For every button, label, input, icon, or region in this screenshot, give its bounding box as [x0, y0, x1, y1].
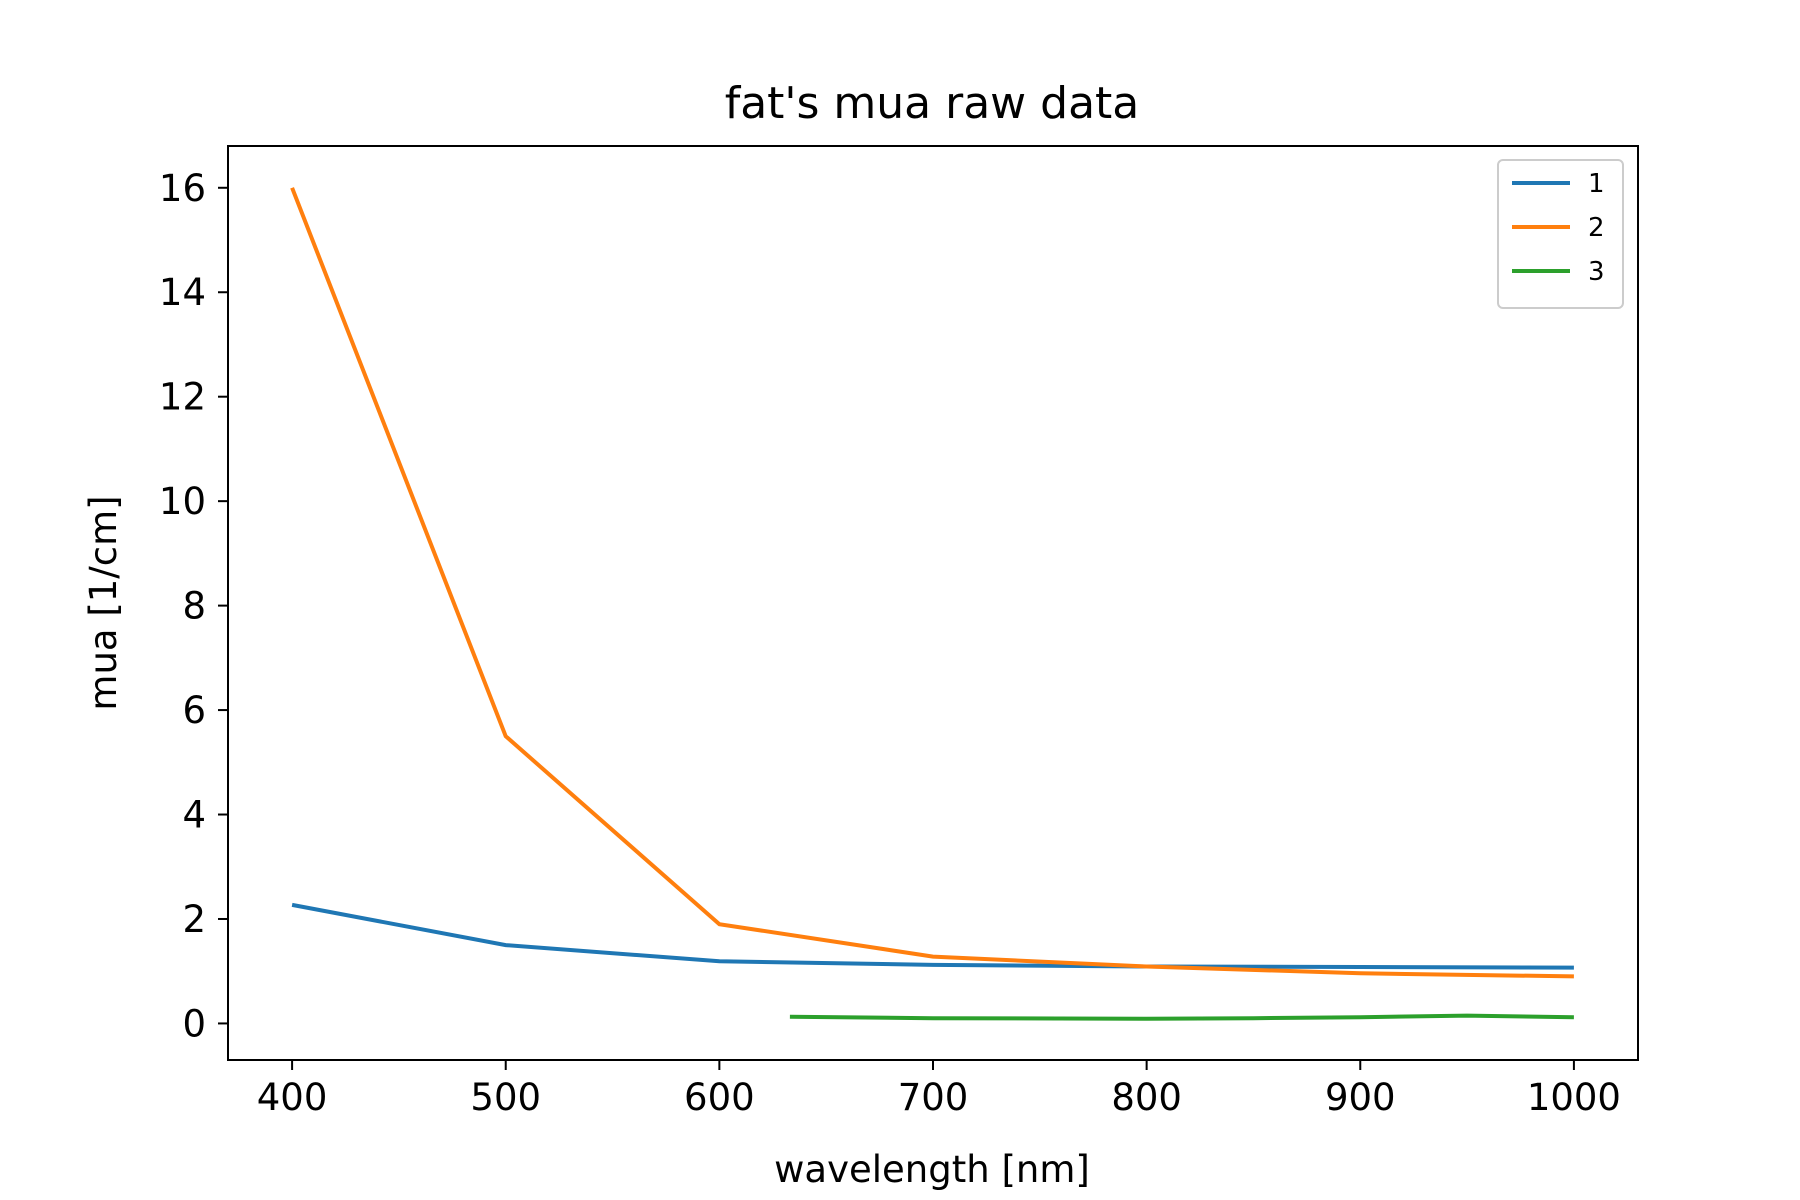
y-tick-label: 6: [182, 689, 206, 732]
chart-title: fat's mua raw data: [725, 78, 1140, 129]
x-tick-label: 900: [1325, 1076, 1396, 1119]
legend-label-1: 1: [1588, 169, 1605, 199]
x-axis-label: wavelength [nm]: [774, 1148, 1090, 1191]
y-tick-label: 16: [159, 167, 206, 210]
y-axis: 0 2 4 6 8 10 12 14 16: [159, 167, 228, 1045]
series-line-3: [789, 1013, 1574, 1021]
x-tick-label: 400: [257, 1076, 328, 1119]
x-tick-label: 500: [470, 1076, 541, 1119]
y-tick-label: 10: [159, 480, 206, 523]
y-tick-label: 14: [159, 271, 206, 314]
legend-label-2: 2: [1588, 213, 1605, 243]
x-tick-label: 1000: [1527, 1076, 1621, 1119]
series-line-1: [291, 902, 1574, 970]
y-axis-label: mua [1/cm]: [82, 495, 125, 710]
x-tick-label: 700: [898, 1076, 969, 1119]
y-tick-label: 12: [159, 376, 206, 419]
legend-label-3: 3: [1588, 257, 1605, 287]
series-line-2: [290, 187, 1574, 979]
x-axis: 400 500 600 700 800 900 1000: [257, 1060, 1621, 1119]
legend: 1 2 3: [1497, 159, 1624, 309]
x-tick-label: 600: [684, 1076, 755, 1119]
x-tick-label: 800: [1111, 1076, 1182, 1119]
series-layer: [290, 187, 1574, 1021]
y-tick-label: 4: [182, 794, 206, 837]
y-tick-label: 0: [182, 1002, 206, 1045]
y-tick-label: 8: [182, 585, 206, 628]
y-tick-label: 2: [182, 898, 206, 941]
